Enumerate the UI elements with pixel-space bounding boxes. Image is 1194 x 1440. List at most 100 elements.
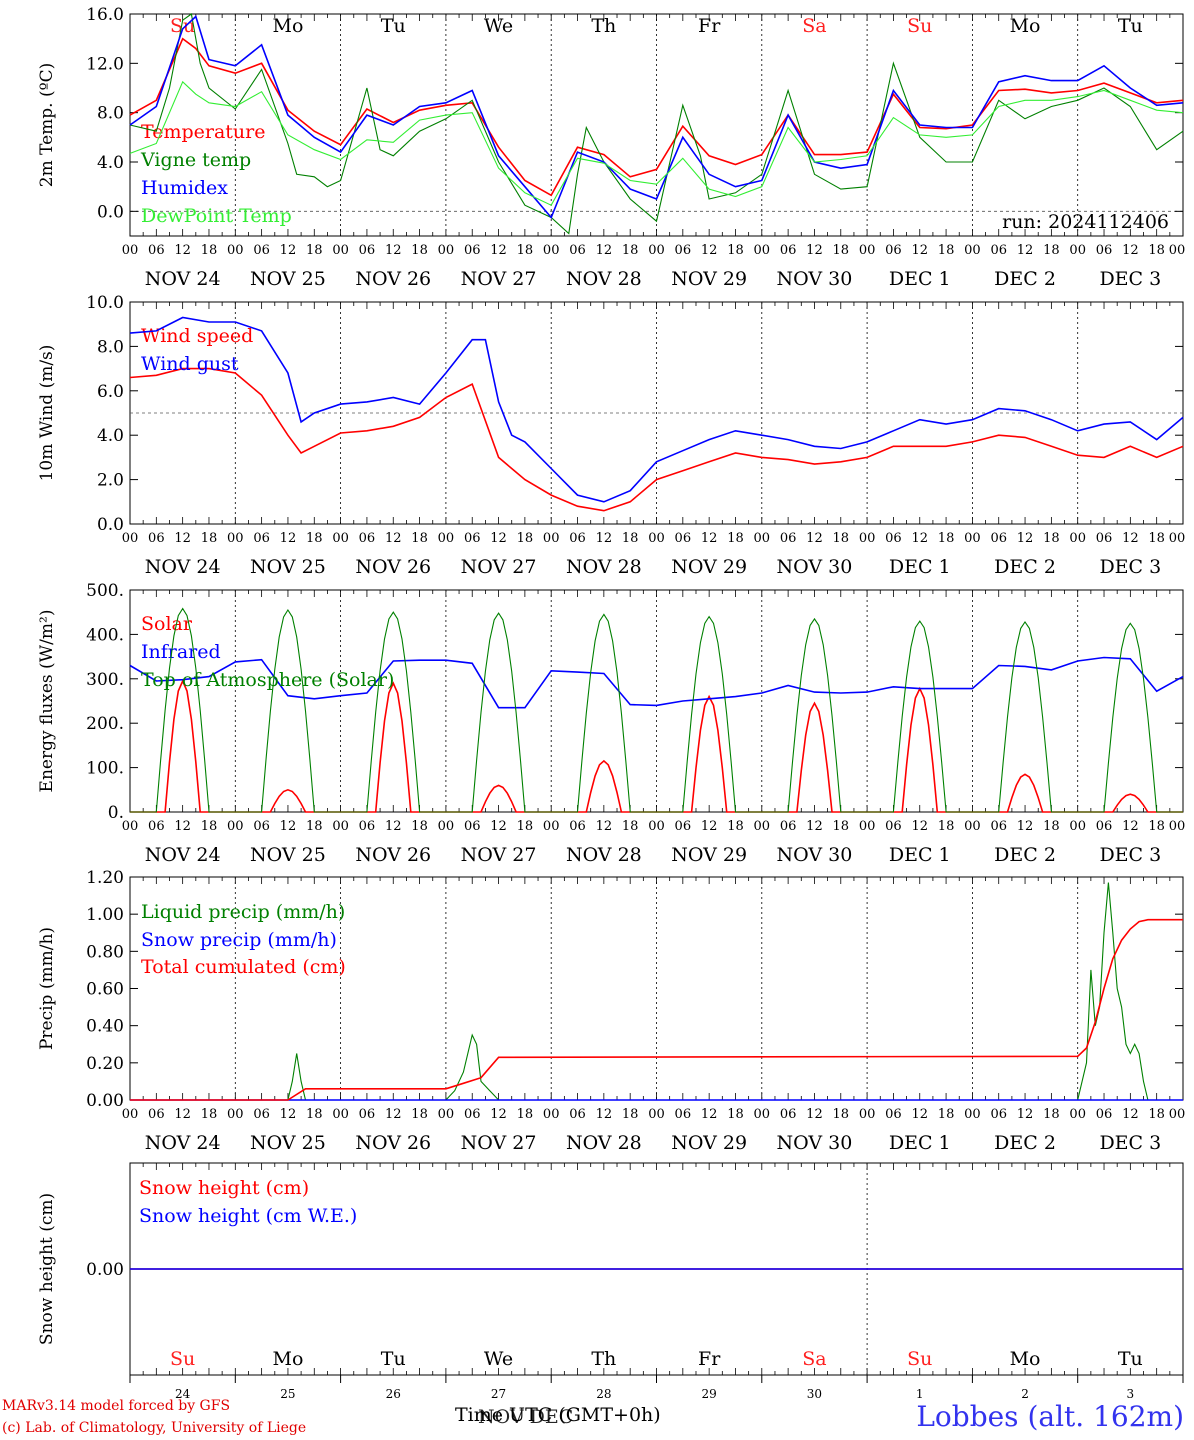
hour-tick-label: 00 [754,819,771,834]
hour-tick-label: 00 [1169,1107,1186,1122]
date-label: NOV 30 [777,844,853,866]
hour-tick-label: 06 [569,819,586,834]
y-tick-label: 0.00 [86,1091,124,1111]
y-tick-label: 12.0 [86,54,124,74]
date-label: DEC 2 [994,268,1056,290]
hour-tick-label: 12 [806,1107,823,1122]
hour-tick-label: 12 [701,243,718,258]
y-tick-label: 200. [86,714,124,734]
hour-tick-label: 18 [411,1107,428,1122]
hour-tick-label: 18 [727,1107,744,1122]
legend-entry: Liquid precip (mm/h) [141,901,345,923]
day-number: 24 [175,1387,191,1401]
date-label: NOV 25 [250,268,326,290]
hour-tick-label: 18 [938,531,955,546]
hour-tick-label: 18 [622,531,639,546]
hour-tick-label: 18 [833,819,850,834]
hour-tick-label: 06 [1096,819,1113,834]
y-tick-label: 0.0 [97,202,124,222]
hour-tick-label: 12 [701,1107,718,1122]
y-axis-label: Energy fluxes (W/m²) [37,610,57,793]
hour-tick-label: 00 [859,243,876,258]
hour-tick-label: 18 [1043,531,1060,546]
day-number: 2 [1021,1387,1029,1401]
axis-overlap-text: NOV DEC [478,1406,573,1428]
weekday-label: Tu [381,15,406,37]
hour-tick-label: 00 [1169,819,1186,834]
date-label: NOV 24 [145,556,221,578]
weekday-label: Mo [272,1348,303,1370]
hour-tick-label: 18 [1148,1107,1165,1122]
hour-tick-label: 06 [359,243,376,258]
day-number: 28 [596,1387,611,1401]
hour-tick-label: 06 [148,1107,165,1122]
hour-tick-label: 00 [543,243,560,258]
y-tick-label: 4.0 [97,153,124,173]
hour-tick-label: 18 [517,531,534,546]
panel-3: 500. 400. 300. 200. 100. 0. Energy fluxes (W/m… [37,581,1185,866]
hour-tick-label: 18 [306,1107,323,1122]
date-label: NOV 30 [777,1132,853,1154]
date-label: NOV 27 [461,1132,537,1154]
date-label: DEC 2 [994,844,1056,866]
y-tick-label: 0.20 [86,1054,124,1074]
date-label: NOV 26 [355,844,431,866]
series-line [130,918,1183,1101]
legend-entry: Vigne temp [140,149,251,171]
hour-tick-label: 12 [280,1107,297,1122]
hour-tick-label: 00 [543,819,560,834]
hour-tick-label: 00 [543,531,560,546]
hour-tick-label: 18 [727,243,744,258]
hour-tick-label: 00 [438,1107,455,1122]
hour-tick-label: 00 [648,531,665,546]
hour-tick-label: 12 [1122,819,1139,834]
hour-tick-label: 06 [148,531,165,546]
date-label: NOV 30 [777,268,853,290]
hour-tick-label: 12 [1017,1107,1034,1122]
hour-tick-label: 18 [1043,243,1060,258]
legend-entry: Wind speed [141,325,253,347]
hour-tick-label: 12 [806,819,823,834]
date-label: NOV 25 [250,844,326,866]
date-label: NOV 28 [566,1132,642,1154]
hour-tick-label: 06 [990,1107,1007,1122]
date-label: DEC 3 [1099,556,1161,578]
hour-tick-label: 00 [1169,243,1186,258]
weekday-label: Tu [381,1348,406,1370]
y-tick-label: 16.0 [86,5,124,25]
hour-tick-label: 12 [490,243,507,258]
y-tick-label: 0.00 [86,1260,124,1280]
y-tick-label: 0.60 [86,980,124,1000]
date-label: NOV 27 [461,844,537,866]
hour-tick-label: 00 [754,1107,771,1122]
hour-tick-label: 00 [332,531,349,546]
y-tick-label: 500. [86,581,124,601]
hour-tick-label: 00 [1069,1107,1086,1122]
hour-tick-label: 06 [253,1107,270,1122]
hour-tick-label: 00 [438,531,455,546]
hour-tick-label: 00 [332,1107,349,1122]
hour-tick-label: 12 [596,531,613,546]
date-label: NOV 29 [671,1132,747,1154]
hour-tick-label: 06 [464,819,481,834]
legend-entry: Total cumulated (cm) [141,956,346,978]
date-label: NOV 26 [355,556,431,578]
hour-tick-label: 00 [754,531,771,546]
hour-tick-label: 00 [227,243,244,258]
y-tick-label: 6.0 [97,382,124,402]
legend-entry: Snow precip (mm/h) [141,929,337,951]
hour-tick-label: 12 [911,243,928,258]
hour-tick-label: 12 [701,531,718,546]
hour-tick-label: 00 [1069,819,1086,834]
date-label: DEC 3 [1099,1132,1161,1154]
hour-tick-label: 06 [1096,1107,1113,1122]
legend-entry: Temperature [141,121,265,143]
hour-tick-label: 18 [1148,819,1165,834]
hour-tick-label: 12 [911,531,928,546]
panel-5: 0.00 Snow height (cm) Su Mo Tu We Th Fr Sa Su Mo Tu… [37,1162,1184,1401]
date-label: DEC 3 [1099,844,1161,866]
weekday-label: Su [170,15,195,37]
hour-tick-label: 12 [385,243,402,258]
y-tick-label: 1.20 [86,868,124,888]
